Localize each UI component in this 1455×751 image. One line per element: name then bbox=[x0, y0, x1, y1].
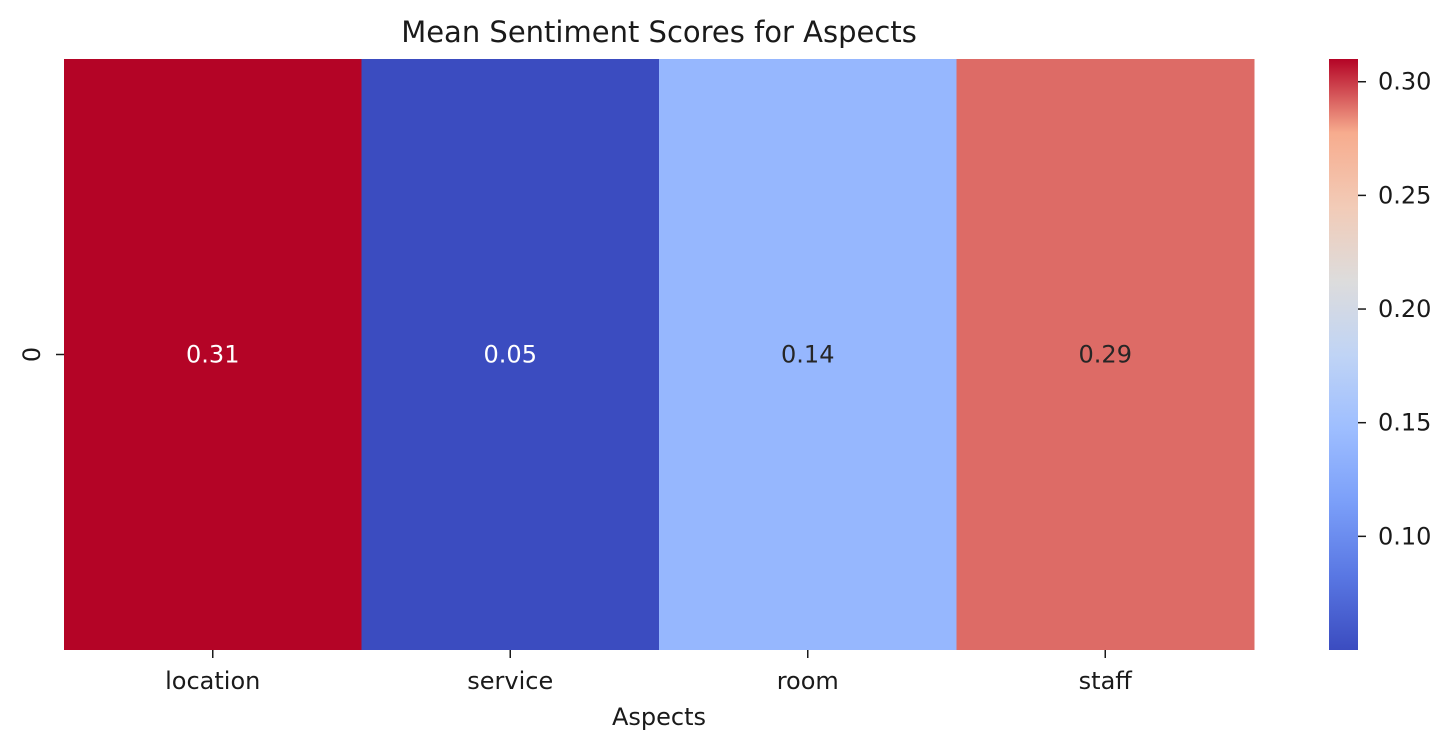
cell-annotation: 0.29 bbox=[1079, 341, 1132, 369]
cell-annotation: 0.31 bbox=[186, 341, 239, 369]
y-tick-label: 0 bbox=[18, 347, 46, 362]
cell-annotation: 0.05 bbox=[484, 341, 537, 369]
colorbar: 0.10 0.15 0.20 0.25 0.30 bbox=[1329, 59, 1431, 650]
x-tick-label: service bbox=[467, 667, 553, 695]
colorbar-tick-label: 0.10 bbox=[1378, 522, 1431, 550]
colorbar-tick-label: 0.20 bbox=[1378, 295, 1431, 323]
heatmap-cell-staff bbox=[956, 59, 1255, 650]
x-axis: location service room staff bbox=[165, 650, 1132, 695]
x-tick-label: room bbox=[777, 667, 839, 695]
colorbar-ticks: 0.10 0.15 0.20 0.25 0.30 bbox=[1358, 68, 1431, 550]
colorbar-gradient bbox=[1329, 59, 1358, 650]
heatmap-cell-service bbox=[361, 59, 660, 650]
heatmap-cells bbox=[64, 59, 1255, 650]
chart-title: Mean Sentiment Scores for Aspects bbox=[401, 15, 917, 49]
colorbar-tick-label: 0.30 bbox=[1378, 68, 1431, 96]
colorbar-tick-label: 0.25 bbox=[1378, 181, 1431, 209]
x-tick-label: location bbox=[165, 667, 260, 695]
cell-annotation: 0.14 bbox=[781, 341, 834, 369]
x-tick-label: staff bbox=[1079, 667, 1133, 695]
cell-annotations: 0.31 0.05 0.14 0.29 bbox=[186, 341, 1132, 369]
heatmap-cell-location bbox=[64, 59, 362, 650]
heatmap-cell-room bbox=[659, 59, 957, 650]
x-axis-label: Aspects bbox=[612, 703, 706, 731]
colorbar-tick-label: 0.15 bbox=[1378, 409, 1431, 437]
y-axis: 0 bbox=[18, 347, 64, 362]
